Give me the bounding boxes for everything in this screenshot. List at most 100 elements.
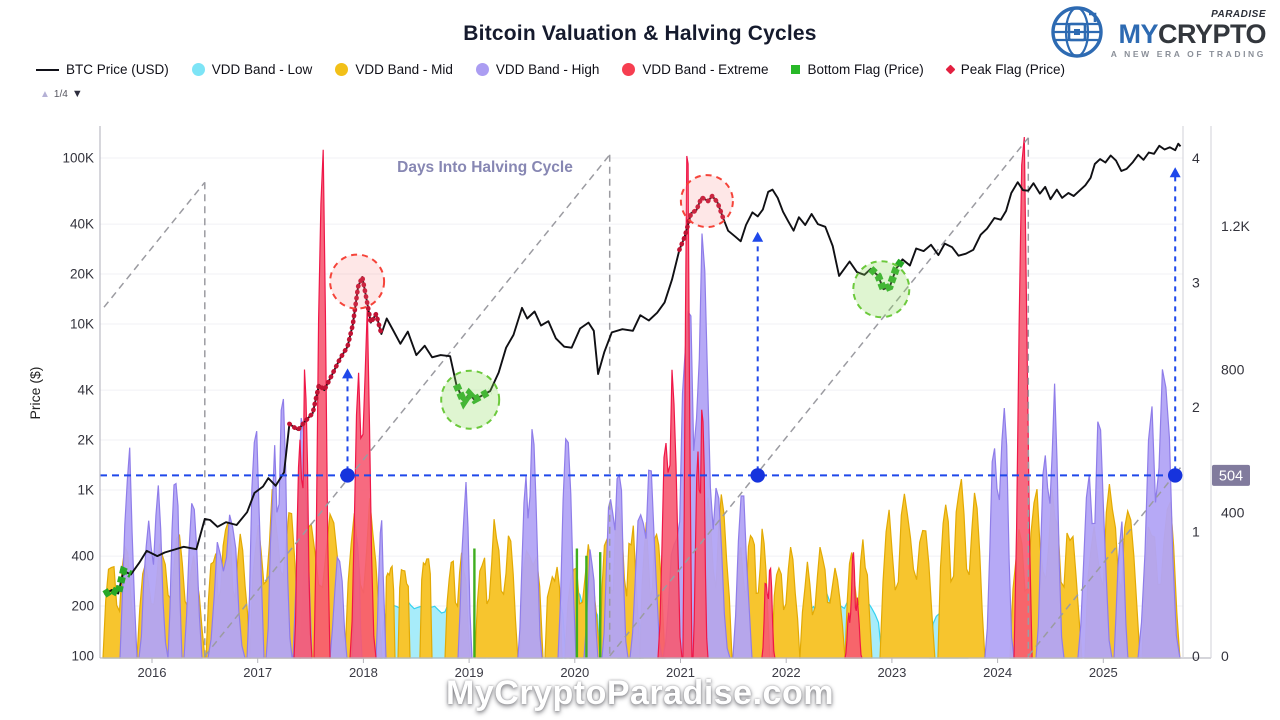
year-tick-label: 2020 xyxy=(560,665,589,680)
price-tick-label: 200 xyxy=(71,599,94,614)
legend-label: VDD Band - Low xyxy=(211,62,313,77)
outer-right-axis-labels: 1.2K 800 400 0 xyxy=(1221,218,1250,664)
vdd-spike-mid xyxy=(771,546,801,659)
price-tick-label: 4K xyxy=(77,383,94,398)
years-tick-label: 2 xyxy=(1192,399,1200,415)
legend-label: VDD Band - Mid xyxy=(355,62,453,77)
axes xyxy=(99,126,1212,659)
price-tick-label: 400 xyxy=(71,549,94,564)
peak-flag-markers xyxy=(287,269,384,434)
peak-zone-circle xyxy=(329,253,386,310)
btc-price xyxy=(102,142,1182,600)
vdd-spike-extreme xyxy=(313,149,331,659)
legend-item-vdd-band-mid[interactable]: VDD Band - Mid xyxy=(335,62,453,77)
vdd-spike-extreme xyxy=(761,566,776,659)
year-tick-label: 2019 xyxy=(455,665,484,680)
vdd-spike-mid xyxy=(937,478,986,659)
left-axis-title: Price ($) xyxy=(27,367,43,420)
inner-right-axis-labels: 4 3 2 1 0 xyxy=(1192,150,1200,664)
days-tick-label: 400 xyxy=(1221,505,1245,521)
dot-swatch-icon xyxy=(335,63,349,76)
price-tick-label: 20K xyxy=(70,267,94,282)
vdd-spike-high xyxy=(265,398,293,659)
vdd-band-high xyxy=(119,233,1181,659)
vdd-spike-high xyxy=(517,429,543,659)
price-tick-label: 100 xyxy=(71,649,94,664)
vdd-spike-mid xyxy=(384,564,396,659)
peak-zone-circle xyxy=(679,174,734,229)
legend-label: Bottom Flag (Price) xyxy=(807,62,924,77)
vdd-spike-high xyxy=(984,407,1015,659)
halving-cycle-diagonal xyxy=(103,181,206,308)
dot-swatch-icon xyxy=(475,63,489,76)
halving-cycle-diagonal xyxy=(1027,467,1182,657)
vdd-bands xyxy=(102,136,1181,659)
pager-label: 1/4 xyxy=(53,88,68,100)
arrow-up-icon xyxy=(752,231,764,242)
vdd-spike-high xyxy=(167,482,183,659)
days-tick-label: 1.2K xyxy=(1221,218,1250,234)
vdd-band-extreme xyxy=(293,136,1033,659)
chart-legend: BTC Price (USD) VDD Band - Low VDD Band - … xyxy=(36,62,1065,77)
vdd-spike-high xyxy=(601,473,629,659)
legend-label: Peak Flag (Price) xyxy=(960,62,1066,77)
brand-logo: PARADISE MYCRYPTO A NEW ERA OF TRADING xyxy=(1049,4,1267,65)
legend-item-btc-price-usd-[interactable]: BTC Price (USD) xyxy=(36,62,169,77)
globe-icon xyxy=(1049,4,1105,65)
year-tick-label: 2025 xyxy=(1089,665,1118,680)
legend-pager: ▲ 1/4 ▼ xyxy=(40,88,83,100)
cycle-day-dot xyxy=(750,468,765,483)
arrow-up-icon xyxy=(342,368,354,379)
halving-cycle-diagonal xyxy=(609,137,1029,657)
legend-item-vdd-band-extreme[interactable]: VDD Band - Extreme xyxy=(622,62,768,77)
cycle-day-guides xyxy=(100,167,1183,483)
badge-value: 504 xyxy=(1219,468,1243,484)
brand-mycrypto: MYCRYPTO xyxy=(1118,19,1266,50)
pager-down-icon[interactable]: ▼ xyxy=(71,88,83,100)
price-tick-label: 10K xyxy=(70,317,94,332)
brand-wordmark: PARADISE MYCRYPTO A NEW ERA OF TRADING xyxy=(1110,10,1267,60)
badge-bg xyxy=(1212,464,1250,486)
price-tick-label: 1K xyxy=(77,483,94,498)
vdd-spike-extreme xyxy=(657,369,683,659)
halving-guides xyxy=(103,137,1182,658)
x-axis-labels: 2016 2017 2018 2019 2020 2021 2022 2023 2024 2025 xyxy=(138,658,1118,680)
vdd-spike-high xyxy=(329,555,348,659)
vdd-spike-high xyxy=(1137,369,1181,659)
vdd-spike-high xyxy=(183,503,203,659)
vdd-spike-high xyxy=(119,447,138,659)
legend-label: BTC Price (USD) xyxy=(66,62,169,77)
legend-item-vdd-band-high[interactable]: VDD Band - High xyxy=(475,62,600,77)
years-tick-label: 0 xyxy=(1192,648,1200,664)
current-days-badge: 504 xyxy=(1212,464,1250,486)
legend-item-bottom-flag-price-[interactable]: Bottom Flag (Price) xyxy=(791,62,924,77)
brand-tagline: A NEW ERA OF TRADING xyxy=(1110,49,1266,60)
annotation-circles xyxy=(329,174,911,430)
vdd-spike-mid xyxy=(879,493,936,659)
vdd-spike-high xyxy=(732,495,753,659)
year-tick-label: 2022 xyxy=(772,665,801,680)
vdd-spike-high xyxy=(1035,383,1065,659)
legend-item-peak-flag-price-[interactable]: Peak Flag (Price) xyxy=(945,62,1066,77)
vdd-spike-high xyxy=(1077,421,1113,659)
legend-label: VDD Band - Extreme xyxy=(642,62,769,77)
year-tick-label: 2023 xyxy=(877,665,906,680)
dot-swatch-icon xyxy=(191,63,205,76)
square-swatch-icon xyxy=(791,65,801,74)
price-tick-label: 2K xyxy=(77,433,94,448)
pager-up-icon[interactable]: ▲ xyxy=(40,88,50,100)
bottom-flag-markers xyxy=(102,565,133,600)
arrow-up-icon xyxy=(1169,167,1181,178)
vdd-spike-extreme xyxy=(1013,136,1033,659)
vdd-spike-high xyxy=(557,437,577,659)
bottom-flag-markers xyxy=(868,257,906,295)
cycle-day-dot xyxy=(1168,468,1183,483)
vdd-spike-mid xyxy=(799,546,846,659)
legend-item-vdd-band-low[interactable]: VDD Band - Low xyxy=(191,62,313,77)
year-tick-label: 2018 xyxy=(349,665,378,680)
vdd-spike-high xyxy=(375,520,387,659)
vdd-spike-extreme xyxy=(349,307,377,659)
legend-label: VDD Band - High xyxy=(495,62,600,77)
